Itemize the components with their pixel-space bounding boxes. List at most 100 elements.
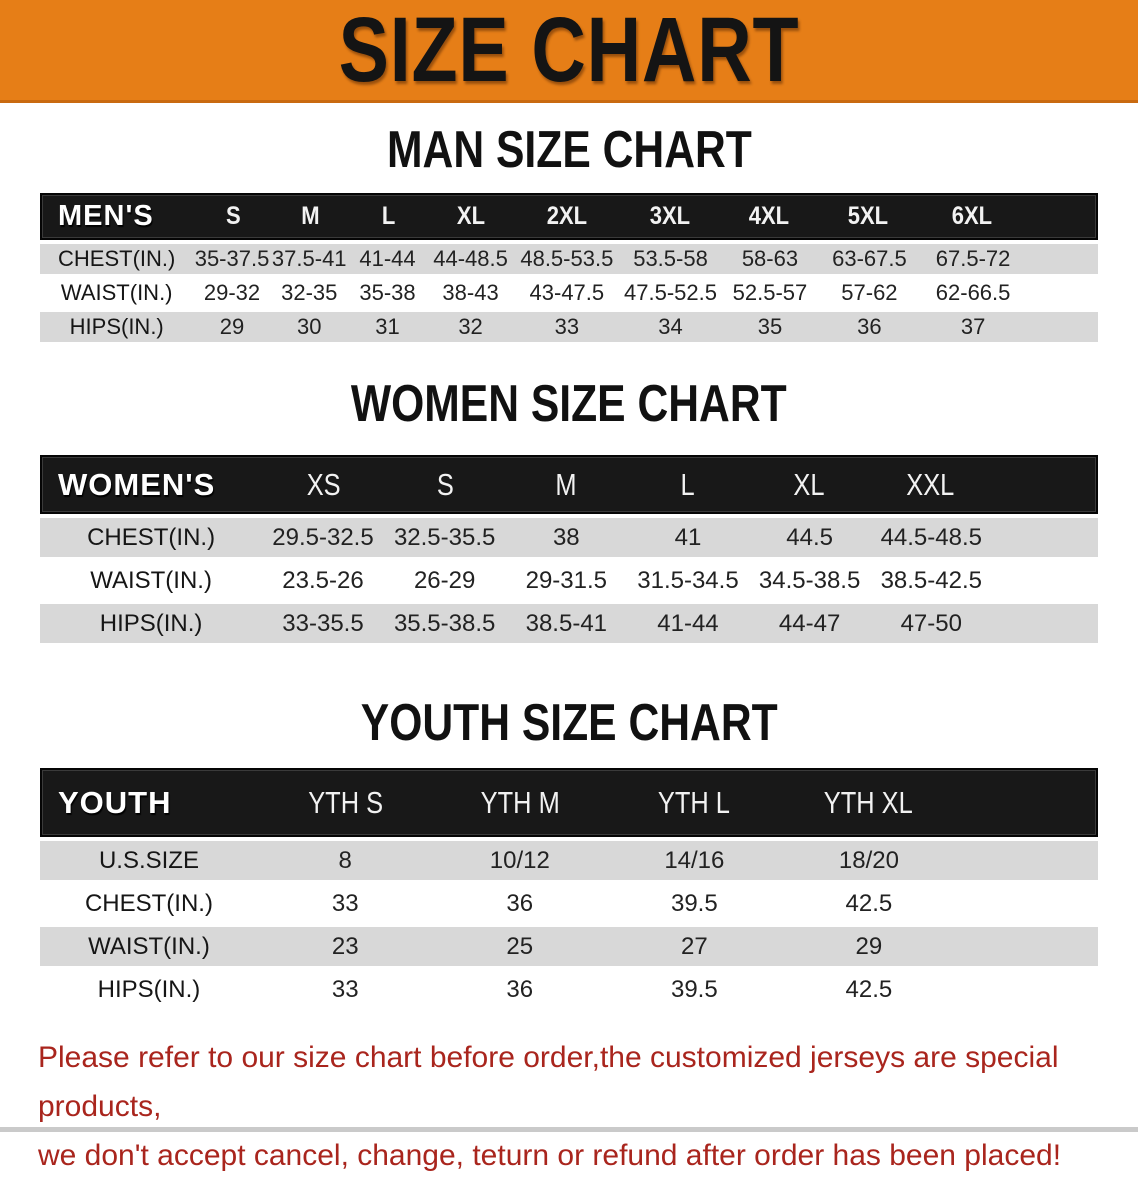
youth-ussize-row: U.S.SIZE 8 10/12 14/16 18/20 [40,841,1098,880]
size-label: XL [456,202,486,230]
size-label: 3XL [649,202,691,230]
value-cell: 29-32 [203,280,261,305]
value-cell: 35-37.5 [194,246,270,271]
row-label: CHEST(IN.) [58,246,176,271]
value-cell: 44-47 [778,609,841,637]
value-cell: 14/16 [664,846,725,874]
youth-hips-row: HIPS(IN.) 33 36 39.5 42.5 [40,970,1098,1009]
value-cell: 29 [855,932,883,960]
women-section-title: WOMEN SIZE CHART [0,378,1138,430]
value-cell: 62-66.5 [935,280,1011,305]
value-cell: 25 [506,932,534,960]
disclaimer-line-2: we don't accept cancel, change, teturn o… [38,1139,1062,1172]
disclaimer: Please refer to our size chart before or… [38,1033,1118,1180]
value-cell: 29 [219,314,245,339]
value-cell: 63-67.5 [832,246,907,271]
women-size-table: WOMEN'S XS S M L XL XXL CHEST(IN.) 29.5-… [40,455,1098,643]
size-header-cell: M [506,457,627,512]
filler-cell [992,561,1098,600]
value-cell: 41-44 [359,246,416,271]
size-label: YTH S [308,784,384,820]
size-header-cell: XL [428,195,514,238]
size-label: L [680,466,695,502]
youth-table-header-row: YOUTH YTH S YTH M YTH L YTH XL [40,768,1098,837]
size-header-cell: S [195,195,272,238]
size-label: 6XL [951,202,992,230]
value-cell: 31 [375,314,400,339]
value-cell: 58-63 [741,246,799,271]
men-size-table: MEN'S S M L XL 2XL 3XL 4XL 5XL 6XL CHEST… [40,193,1098,342]
value-cell: 38-43 [442,280,499,305]
value-cell: 53.5-58 [633,246,708,271]
row-label: CHEST(IN.) [87,523,216,551]
value-cell: 34.5-38.5 [758,566,861,594]
size-header-cell: XL [748,457,869,512]
filler-cell [956,841,1098,880]
women-chest-row: CHEST(IN.) 29.5-32.5 32.5-35.5 38 41 44.… [40,518,1098,557]
bottom-edge-strip [0,1127,1138,1132]
size-header-cell: 5XL [818,195,919,238]
value-cell: 34 [658,314,683,339]
value-cell: 38.5-41 [525,609,608,637]
filler-cell [1026,278,1098,308]
row-label: CHEST(IN.) [84,889,213,917]
size-chart-banner: SIZE CHART [0,0,1138,103]
size-header-cell: 3XL [620,195,721,238]
women-section-title-text: WOMEN SIZE CHART [351,375,787,433]
header-filler-cell [1024,195,1096,238]
value-cell: 23 [331,932,359,960]
size-header-cell: L [627,457,748,512]
value-cell: 41-44 [657,609,719,637]
value-cell: 37.5-41 [271,246,347,271]
row-label: WAIST(IN.) [60,280,173,305]
value-cell: 31.5-34.5 [637,566,739,594]
value-cell: 44.5-48.5 [880,523,982,551]
value-cell: 41 [674,523,702,551]
value-cell: 26-29 [413,566,476,594]
size-header-cell: M [272,195,349,238]
banner-title: SIZE CHART [338,0,800,101]
value-cell: 18/20 [838,846,899,874]
row-label: HIPS(IN.) [97,975,201,1003]
women-table-header-row: WOMEN'S XS S M L XL XXL [40,455,1098,514]
value-cell: 42.5 [845,889,893,917]
size-label: XL [793,466,825,502]
value-cell: 23.5-26 [282,566,364,594]
women-waist-row: WAIST(IN.) 23.5-26 26-29 29-31.5 31.5-34… [40,561,1098,600]
value-cell: 29.5-32.5 [272,523,374,551]
filler-cell [1026,244,1098,274]
men-hips-row: HIPS(IN.) 29 30 31 32 33 34 35 36 37 [40,312,1098,342]
youth-size-table: YOUTH YTH S YTH M YTH L YTH XL U.S.SIZE … [40,768,1098,1009]
value-cell: 57-62 [841,280,898,305]
value-cell: 30 [296,314,322,339]
row-label: WAIST(IN.) [88,932,210,960]
men-chest-row: CHEST(IN.) 35-37.5 37.5-41 41-44 44-48.5… [40,244,1098,274]
header-filler-cell [991,457,1096,512]
men-section-title: MAN SIZE CHART [0,124,1138,176]
value-cell: 33 [331,889,359,917]
value-cell: 38 [552,523,580,551]
value-cell: 36 [857,314,882,339]
row-label: HIPS(IN.) [69,314,164,339]
size-header-cell: S [385,457,506,512]
filler-cell [956,927,1098,966]
row-label: HIPS(IN.) [99,609,203,637]
size-header-cell: XXL [869,457,990,512]
size-header-cell: YTH XL [781,770,955,835]
size-label: XS [306,466,341,502]
size-label: 4XL [749,202,790,230]
value-cell: 33 [554,314,580,339]
value-cell: 35.5-38.5 [393,609,496,637]
size-header-cell: 6XL [919,195,1024,238]
youth-section-title: YOUTH SIZE CHART [0,697,1138,749]
size-header-cell: L [349,195,428,238]
men-table-header-row: MEN'S S M L XL 2XL 3XL 4XL 5XL 6XL [40,193,1098,240]
disclaimer-line-1: Please refer to our size chart before or… [38,1041,1059,1123]
size-label: M [555,466,577,502]
value-cell: 42.5 [845,975,893,1003]
filler-cell [1026,312,1098,342]
size-header-cell: 4XL [721,195,818,238]
size-label: YTH M [480,784,560,820]
value-cell: 39.5 [670,889,718,917]
value-cell: 29-31.5 [525,566,608,594]
